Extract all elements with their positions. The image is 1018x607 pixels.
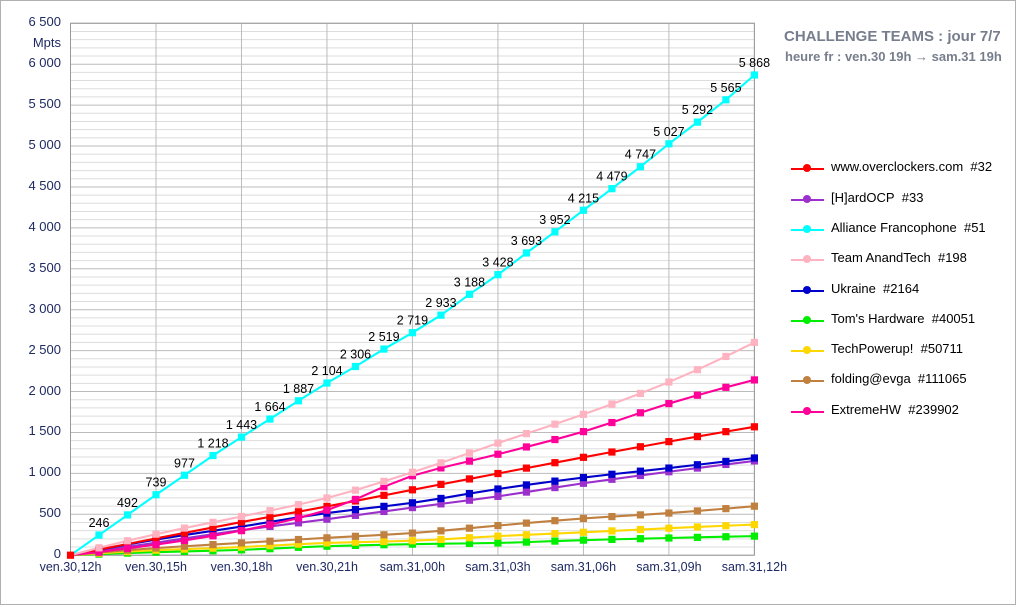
- svg-text:2 933: 2 933: [425, 296, 456, 310]
- svg-text:492: 492: [117, 496, 138, 510]
- svg-text:1 218: 1 218: [197, 437, 228, 451]
- svg-text:2 306: 2 306: [340, 347, 371, 361]
- svg-text:4 215: 4 215: [568, 191, 599, 205]
- svg-text:3 952: 3 952: [539, 213, 570, 227]
- svg-text:1 664: 1 664: [254, 400, 285, 414]
- svg-text:739: 739: [146, 476, 167, 490]
- svg-text:1 887: 1 887: [283, 382, 314, 396]
- svg-text:246: 246: [89, 516, 110, 530]
- svg-text:5 027: 5 027: [653, 125, 684, 139]
- svg-text:977: 977: [174, 456, 195, 470]
- svg-text:3 428: 3 428: [482, 256, 513, 270]
- svg-text:5 868: 5 868: [739, 56, 770, 70]
- svg-text:3 693: 3 693: [511, 234, 542, 248]
- svg-text:5 565: 5 565: [710, 81, 741, 95]
- svg-text:1 443: 1 443: [226, 418, 257, 432]
- svg-text:2 519: 2 519: [368, 330, 399, 344]
- svg-text:2 104: 2 104: [311, 364, 342, 378]
- svg-text:2 719: 2 719: [397, 314, 428, 328]
- svg-text:4 479: 4 479: [596, 170, 627, 184]
- svg-text:3 188: 3 188: [454, 275, 485, 289]
- svg-text:5 292: 5 292: [682, 103, 713, 117]
- svg-text:4 747: 4 747: [625, 148, 656, 162]
